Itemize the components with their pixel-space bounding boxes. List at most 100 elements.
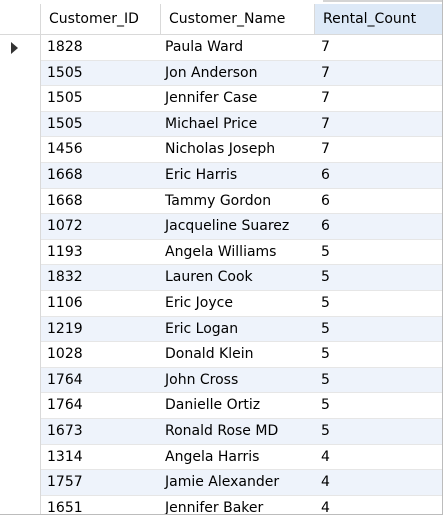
row-selector[interactable] xyxy=(0,393,41,419)
row-selector[interactable] xyxy=(0,86,41,112)
cell-rental-count[interactable]: 5 xyxy=(321,422,330,439)
cell-customer-name[interactable]: Jacqueline Suarez xyxy=(165,218,290,235)
cell-customer-name[interactable]: Angela Harris xyxy=(165,448,260,465)
table-row[interactable]: 1668 Eric Harris 6 xyxy=(0,162,442,189)
cell-customer-id[interactable]: 1106 xyxy=(47,294,83,311)
row-selector[interactable] xyxy=(0,470,41,496)
cell-rental-count[interactable]: 4 xyxy=(321,474,330,491)
row-selector[interactable] xyxy=(0,367,41,394)
row-selector[interactable] xyxy=(0,188,41,215)
cell-customer-id[interactable]: 1651 xyxy=(47,499,83,515)
cell-rental-count[interactable]: 5 xyxy=(321,397,330,414)
cell-customer-id[interactable]: 1456 xyxy=(47,141,83,158)
cell-customer-id[interactable]: 1505 xyxy=(47,90,83,107)
cell-customer-id[interactable]: 1193 xyxy=(47,243,83,260)
cell-customer-id[interactable]: 1764 xyxy=(47,371,83,388)
cell-rental-count[interactable]: 6 xyxy=(321,192,330,209)
cell-customer-id[interactable]: 1757 xyxy=(47,474,83,491)
cell-customer-id[interactable]: 1505 xyxy=(47,115,83,132)
row-selector[interactable] xyxy=(0,214,41,240)
cell-customer-name[interactable]: John Cross xyxy=(165,371,239,388)
row-selector[interactable] xyxy=(0,265,41,291)
table-row[interactable]: 1673 Ronald Rose MD 5 xyxy=(0,418,442,445)
table-row[interactable]: 1764 John Cross 5 xyxy=(0,367,442,394)
cell-rental-count[interactable]: 7 xyxy=(321,115,330,132)
row-selector[interactable] xyxy=(0,137,41,163)
cell-customer-id[interactable]: 1314 xyxy=(47,448,83,465)
cell-customer-id[interactable]: 1832 xyxy=(47,269,83,286)
column-header-customer-name[interactable]: Customer_Name xyxy=(161,4,315,34)
cell-rental-count[interactable]: 5 xyxy=(321,346,330,363)
cell-customer-id[interactable]: 1219 xyxy=(47,320,83,337)
current-row-arrow-icon xyxy=(11,42,18,54)
cell-rental-count[interactable]: 4 xyxy=(321,448,330,465)
table-row[interactable]: 1505 Jennifer Case 7 xyxy=(0,86,442,112)
row-selector[interactable] xyxy=(0,342,41,368)
cell-customer-name[interactable]: Jamie Alexander xyxy=(165,474,280,491)
cell-customer-name[interactable]: Tammy Gordon xyxy=(165,192,272,209)
cell-rental-count[interactable]: 7 xyxy=(321,90,330,107)
cell-customer-id[interactable]: 1505 xyxy=(47,64,83,81)
table-row[interactable]: 1828 Paula Ward 7 xyxy=(0,35,442,61)
table-row[interactable]: 1106 Eric Joyce 5 xyxy=(0,290,442,317)
cell-customer-id[interactable]: 1673 xyxy=(47,422,83,439)
row-selector[interactable] xyxy=(0,316,41,343)
row-selector[interactable] xyxy=(0,60,41,87)
cell-customer-name[interactable]: Lauren Cook xyxy=(165,269,253,286)
row-selector[interactable] xyxy=(0,418,41,445)
table-row[interactable]: 1456 Nicholas Joseph 7 xyxy=(0,137,442,163)
cell-customer-name[interactable]: Danielle Ortiz xyxy=(165,397,261,414)
cell-customer-name[interactable]: Jennifer Baker xyxy=(165,499,264,515)
table-row[interactable]: 1832 Lauren Cook 5 xyxy=(0,265,442,291)
cell-customer-id[interactable]: 1072 xyxy=(47,218,83,235)
cell-customer-name[interactable]: Nicholas Joseph xyxy=(165,141,276,158)
table-row[interactable]: 1757 Jamie Alexander 4 xyxy=(0,470,442,496)
cell-customer-id[interactable]: 1828 xyxy=(47,39,83,55)
table-row[interactable]: 1505 Jon Anderson 7 xyxy=(0,60,442,87)
table-row[interactable]: 1193 Angela Williams 5 xyxy=(0,239,442,266)
cell-customer-name[interactable]: Donald Klein xyxy=(165,346,254,363)
cell-rental-count[interactable]: 7 xyxy=(321,141,330,158)
cell-rental-count[interactable]: 6 xyxy=(321,166,330,183)
cell-rental-count[interactable]: 5 xyxy=(321,320,330,337)
table-row[interactable]: 1028 Donald Klein 5 xyxy=(0,342,442,368)
cell-customer-name[interactable]: Jennifer Case xyxy=(165,90,258,107)
cell-customer-name[interactable]: Eric Logan xyxy=(165,320,239,337)
row-selector[interactable] xyxy=(0,290,41,317)
row-selector[interactable] xyxy=(0,495,41,514)
row-selector[interactable] xyxy=(0,444,41,471)
cell-rental-count[interactable]: 7 xyxy=(321,64,330,81)
row-selector-header[interactable] xyxy=(0,4,41,34)
cell-rental-count[interactable]: 6 xyxy=(321,218,330,235)
cell-customer-name[interactable]: Eric Harris xyxy=(165,166,238,183)
cell-customer-id[interactable]: 1668 xyxy=(47,192,83,209)
row-selector[interactable] xyxy=(0,35,41,61)
column-header-rental-count[interactable]: Rental_Count xyxy=(315,4,442,34)
column-header-customer-id[interactable]: Customer_ID xyxy=(41,4,161,34)
cell-rental-count[interactable]: 5 xyxy=(321,371,330,388)
table-row[interactable]: 1668 Tammy Gordon 6 xyxy=(0,188,442,215)
row-selector[interactable] xyxy=(0,239,41,266)
cell-rental-count[interactable]: 5 xyxy=(321,269,330,286)
cell-rental-count[interactable]: 5 xyxy=(321,294,330,311)
cell-rental-count[interactable]: 7 xyxy=(321,39,330,55)
table-row[interactable]: 1314 Angela Harris 4 xyxy=(0,444,442,471)
table-row[interactable]: 1072 Jacqueline Suarez 6 xyxy=(0,214,442,240)
cell-customer-id[interactable]: 1764 xyxy=(47,397,83,414)
cell-customer-name[interactable]: Eric Joyce xyxy=(165,294,233,311)
cell-rental-count[interactable]: 4 xyxy=(321,499,330,515)
cell-customer-name[interactable]: Jon Anderson xyxy=(165,64,258,81)
table-row[interactable]: 1505 Michael Price 7 xyxy=(0,111,442,138)
table-row[interactable]: 1219 Eric Logan 5 xyxy=(0,316,442,343)
cell-customer-name[interactable]: Ronald Rose MD xyxy=(165,422,279,439)
row-selector[interactable] xyxy=(0,162,41,189)
cell-customer-name[interactable]: Michael Price xyxy=(165,115,258,132)
cell-customer-name[interactable]: Paula Ward xyxy=(165,39,244,55)
row-selector[interactable] xyxy=(0,111,41,138)
cell-customer-name[interactable]: Angela Williams xyxy=(165,243,277,260)
cell-rental-count[interactable]: 5 xyxy=(321,243,330,260)
table-row[interactable]: 1764 Danielle Ortiz 5 xyxy=(0,393,442,419)
cell-customer-id[interactable]: 1028 xyxy=(47,346,83,363)
cell-customer-id[interactable]: 1668 xyxy=(47,166,83,183)
table-row[interactable]: 1651 Jennifer Baker 4 xyxy=(0,495,442,515)
